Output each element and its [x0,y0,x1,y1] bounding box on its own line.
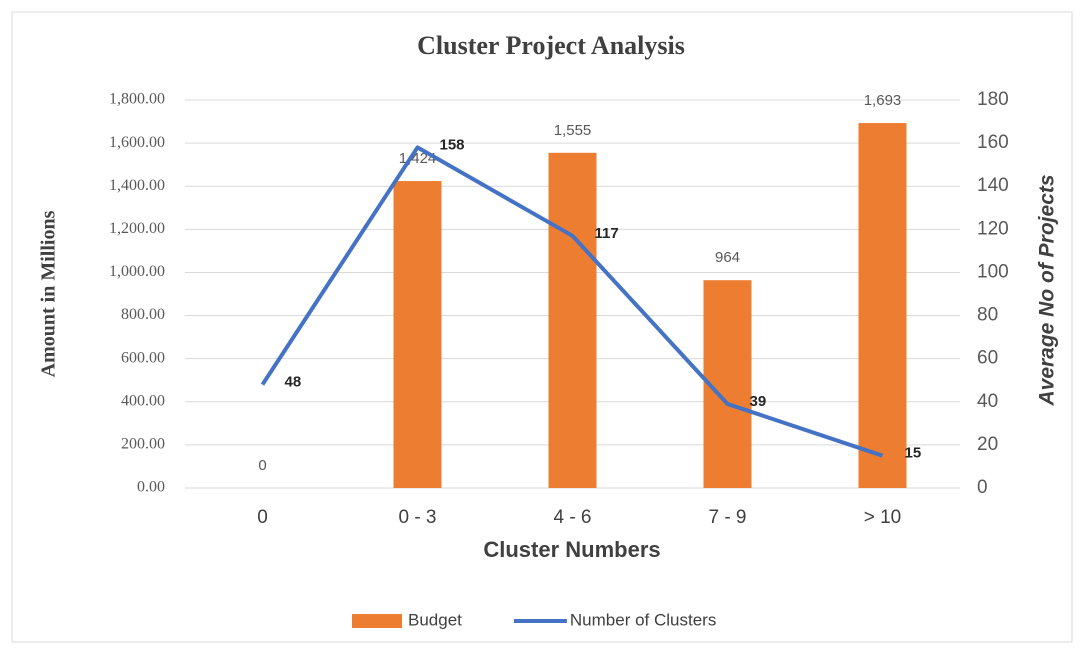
legend-label: Number of Clusters [570,610,716,629]
y2-tick-label: 80 [977,305,998,326]
y2-tick-label: 0 [977,477,988,498]
y2-tick-label: 100 [977,261,1009,282]
data-label: 48 [285,374,302,391]
y2-tick-label: 40 [977,391,998,412]
data-label: 117 [595,225,619,242]
y-tick-label: 600.00 [121,349,165,366]
y-tick-label: 0.00 [137,479,165,496]
bar [858,123,907,488]
y2-tick-label: 20 [977,434,998,455]
y-tick-label: 800.00 [121,306,165,323]
bar [393,181,442,488]
y-tick-label: 1,200.00 [109,220,165,237]
x-axis-label: Cluster Numbers [483,537,660,562]
y2-tick-label: 60 [977,348,998,369]
y2-tick-label: 160 [977,132,1009,153]
x-tick-label: 0 [257,507,268,528]
x-tick-label: 0 - 3 [398,507,436,528]
legend-swatch [352,614,402,628]
legend-label: Budget [408,610,462,629]
chart-title: Cluster Project Analysis [417,31,685,60]
y2-axis-label: Average No of Projects [1036,174,1059,406]
y-tick-label: 1,000.00 [109,263,165,280]
data-label: 1,693 [864,92,902,109]
data-label: 39 [750,393,767,410]
x-tick-label: > 10 [864,507,902,528]
line [260,145,884,458]
data-label: 158 [440,136,465,153]
y-tick-label: 1,600.00 [109,134,165,151]
y2-tick-label: 140 [977,175,1009,196]
y2-tick-label: 180 [977,89,1009,110]
y-tick-label: 400.00 [121,392,165,409]
y-tick-label: 200.00 [121,436,165,453]
x-tick-label: 7 - 9 [708,507,746,528]
data-label: 0 [258,457,266,474]
bar [548,152,597,489]
data-label: 964 [715,249,740,266]
y-tick-label: 1,800.00 [109,91,165,108]
y-axis-label: Amount in Millions [38,210,60,377]
y-tick-label: 1,400.00 [109,177,165,194]
y2-tick-label: 120 [977,218,1009,239]
data-label: 15 [905,445,922,462]
x-tick-label: 4 - 6 [553,507,591,528]
data-label: 1,555 [554,122,592,139]
